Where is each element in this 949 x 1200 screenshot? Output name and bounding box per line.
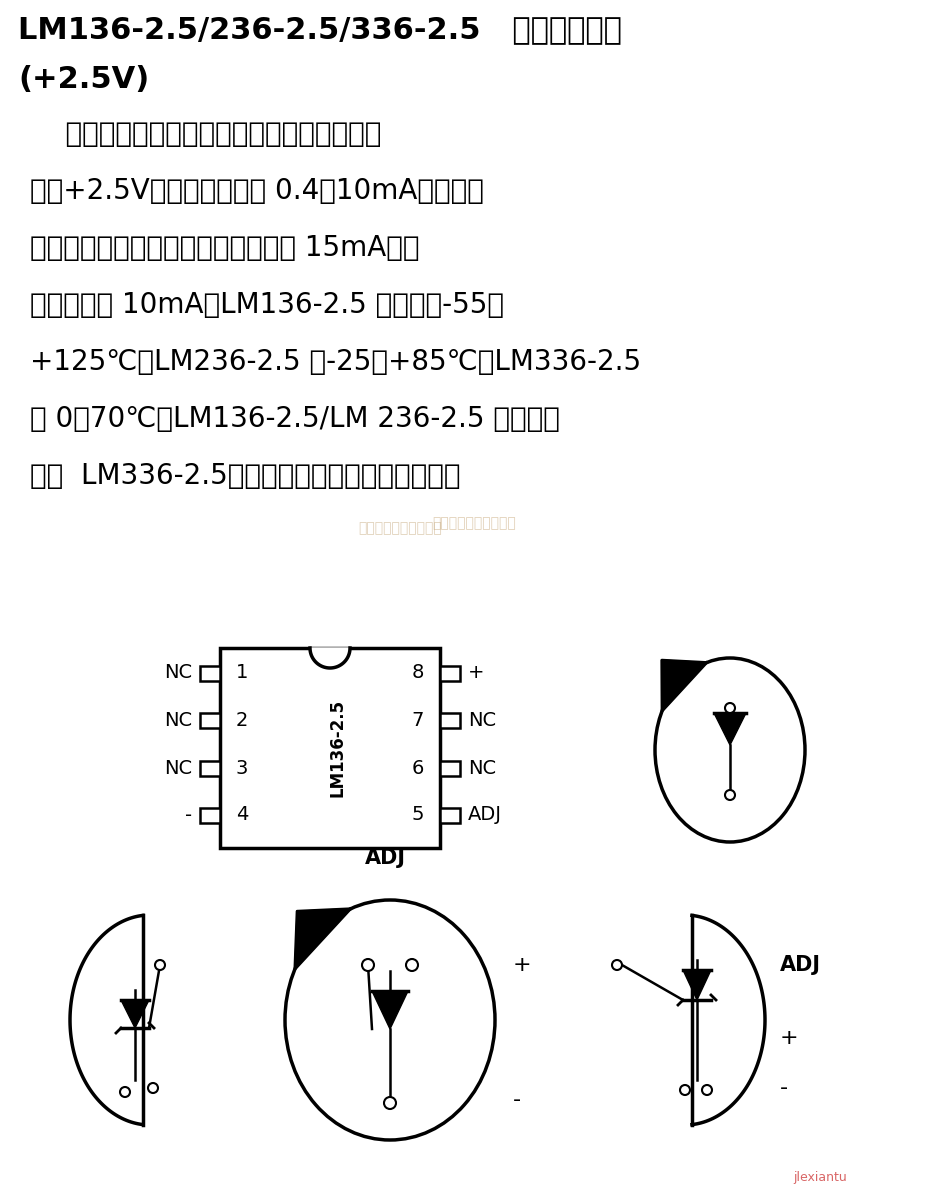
Bar <box>440 713 460 727</box>
Text: 大正向电流 10mA；LM136-2.5 工作温度-55～: 大正向电流 10mA；LM136-2.5 工作温度-55～ <box>30 290 504 319</box>
Polygon shape <box>661 660 707 712</box>
Text: (+2.5V): (+2.5V) <box>18 65 149 94</box>
Circle shape <box>406 959 418 971</box>
Bar <box>220 648 440 848</box>
Text: 3: 3 <box>235 758 249 778</box>
Circle shape <box>148 1082 158 1093</box>
Circle shape <box>362 959 374 971</box>
Circle shape <box>680 1085 690 1094</box>
Bar <box>200 761 220 775</box>
Text: NC: NC <box>468 710 496 730</box>
Text: ADJ: ADJ <box>780 955 821 974</box>
Text: NC: NC <box>468 758 496 778</box>
Text: 1: 1 <box>235 664 249 683</box>
Bar <box>200 713 220 727</box>
Circle shape <box>725 790 735 800</box>
Text: +125℃，LM236-2.5 为-25～+85℃，LM336-2.5: +125℃，LM236-2.5 为-25～+85℃，LM336-2.5 <box>30 348 642 376</box>
Text: 6: 6 <box>412 758 424 778</box>
Text: jlexiantu: jlexiantu <box>793 1171 847 1184</box>
Text: NC: NC <box>164 664 192 683</box>
Text: 7: 7 <box>412 710 424 730</box>
Polygon shape <box>372 991 408 1028</box>
Bar <box>440 761 460 775</box>
Circle shape <box>155 960 165 970</box>
Text: -: - <box>780 1078 788 1098</box>
Text: ADJ: ADJ <box>468 805 502 824</box>
Text: 电压+2.5V；工作电流范围 0.4～10mA；可调整: 电压+2.5V；工作电流范围 0.4～10mA；可调整 <box>30 176 484 205</box>
Text: 8: 8 <box>412 664 424 683</box>
Text: NC: NC <box>164 710 192 730</box>
Circle shape <box>725 703 735 713</box>
Text: +: + <box>513 955 531 974</box>
Text: LM136-2.5/236-2.5/336-2.5   基准电压电路: LM136-2.5/236-2.5/336-2.5 基准电压电路 <box>18 14 622 44</box>
Ellipse shape <box>655 658 805 842</box>
Text: +: + <box>780 1028 799 1048</box>
Bar <box>200 808 220 822</box>
Text: NC: NC <box>164 758 192 778</box>
Text: 2: 2 <box>235 710 249 730</box>
Polygon shape <box>683 970 711 1000</box>
Text: -: - <box>185 805 192 824</box>
Text: 杭州捷卓科技有限公司: 杭州捷卓科技有限公司 <box>432 516 516 530</box>
Text: LM136-2.5: LM136-2.5 <box>329 698 347 797</box>
Circle shape <box>384 1097 396 1109</box>
Text: 装，  LM336-2.5有金属封装、塑封和微型封装。: 装， LM336-2.5有金属封装、塑封和微型封装。 <box>30 462 460 490</box>
Text: 杭州捷卓科技有限公司: 杭州捷卓科技有限公司 <box>358 521 442 535</box>
Polygon shape <box>121 1000 149 1028</box>
Text: -: - <box>513 1090 521 1110</box>
Circle shape <box>120 1087 130 1097</box>
Bar <box>200 666 220 680</box>
Text: 基准电压和温度漂移；最大反向电流 15mA；最: 基准电压和温度漂移；最大反向电流 15mA；最 <box>30 234 419 262</box>
Polygon shape <box>295 908 351 970</box>
Circle shape <box>612 960 622 970</box>
Text: 为 0～70℃；LM136-2.5/LM 236-2.5 有金属封: 为 0～70℃；LM136-2.5/LM 236-2.5 有金属封 <box>30 404 560 433</box>
Bar <box>440 666 460 680</box>
Ellipse shape <box>285 900 495 1140</box>
Polygon shape <box>714 713 746 745</box>
Text: +: + <box>468 664 485 683</box>
Polygon shape <box>310 648 350 668</box>
Text: 5: 5 <box>412 805 424 824</box>
Text: ADJ: ADJ <box>364 848 405 868</box>
Text: 高精度、低温度漂移的基准电压电路；输出: 高精度、低温度漂移的基准电压电路；输出 <box>30 120 381 148</box>
Text: 4: 4 <box>235 805 249 824</box>
Bar <box>440 808 460 822</box>
Circle shape <box>702 1085 712 1094</box>
